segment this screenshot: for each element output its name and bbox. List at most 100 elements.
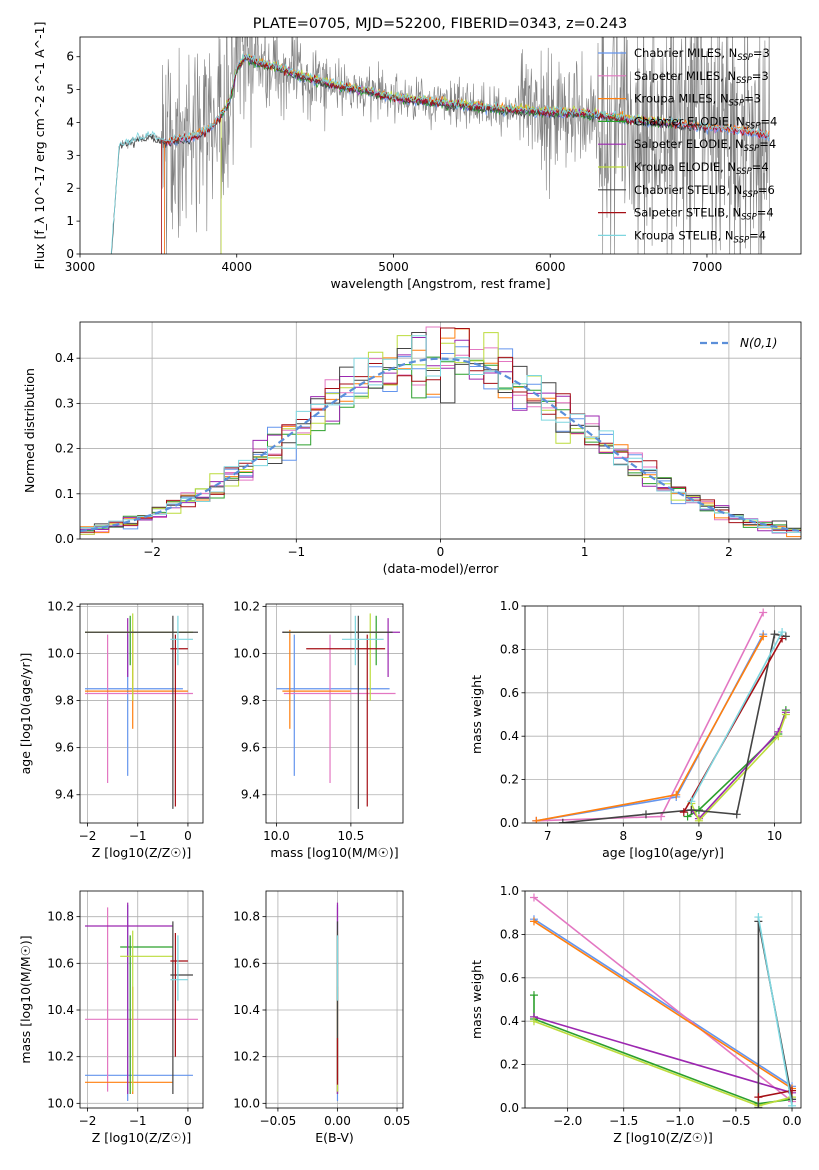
weight-marker <box>781 710 790 719</box>
weight-marker <box>529 893 538 902</box>
weight-marker <box>683 812 692 821</box>
legend-entry: Salpeter STELIB, NSSP=4 <box>634 206 774 223</box>
error-bar <box>120 935 173 1094</box>
x-tick-label: −1.5 <box>609 1114 638 1128</box>
x-tick-label: 6000 <box>535 260 566 274</box>
weight-line <box>533 896 793 1103</box>
x-tick-label: 7 <box>544 829 552 843</box>
weight-marker <box>529 991 538 1000</box>
y-tick-label: 10.2 <box>233 1050 260 1064</box>
y-axis-label: Normed distribution <box>22 368 37 493</box>
y-tick-label: 3 <box>66 148 74 162</box>
x-tick-label: −2 <box>79 829 97 843</box>
legend-entry: N(0,1) <box>740 336 777 350</box>
error-bar <box>170 921 193 1094</box>
panel-weight_vs_Z: −2.0 −1.5 −1.0 −0.5 0.0 0.0 0.2 0.4 0.6 0.8 1.0 Z [… <box>469 884 802 1145</box>
weight-marker <box>687 805 696 814</box>
y-tick-label: 10.4 <box>233 1003 260 1017</box>
plot-area <box>276 613 401 809</box>
legend-entry: Kroupa ELODIE, NSSP=4 <box>634 160 769 177</box>
x-tick-label: 7000 <box>692 260 723 274</box>
weight-marker <box>657 812 666 821</box>
error-bar <box>85 615 193 666</box>
plot-area <box>529 893 797 1108</box>
error-bar <box>283 634 396 783</box>
error-bar <box>85 905 193 1101</box>
axes-frame <box>265 603 404 824</box>
legend-entry: Kroupa MILES, NSSP=3 <box>634 92 761 109</box>
weight-line <box>536 633 764 822</box>
weight-marker <box>754 913 763 922</box>
legend-entry: Chabrier MILES, NSSP=3 <box>634 46 770 63</box>
axes-frame <box>524 890 802 1109</box>
weight-marker <box>529 1017 538 1026</box>
weight-marker <box>759 632 768 641</box>
error-bar <box>276 634 390 776</box>
weight-line <box>533 1016 793 1094</box>
legend-entry: Salpeter ELODIE, NSSP=4 <box>634 137 776 154</box>
axes-frame <box>265 890 404 1109</box>
y-tick-label: 10.2 <box>47 599 74 613</box>
error-bar <box>85 613 193 701</box>
x-tick-label: −1 <box>129 829 147 843</box>
y-tick-label: 9.4 <box>241 788 260 802</box>
weight-marker <box>770 630 779 639</box>
y-tick-label: 10.0 <box>47 646 74 660</box>
x-tick-label: −1 <box>287 545 305 559</box>
panel-mass_vs_ebv: −0.05 0.00 0.05 10.0 10.2 10.4 10.6 10.8 E(B-V) <box>233 890 410 1145</box>
y-tick-label: 6 <box>66 50 74 64</box>
weight-marker <box>732 810 741 819</box>
weight-marker <box>672 790 681 799</box>
axes-frame <box>79 890 204 1109</box>
y-tick-label: 0.2 <box>55 442 74 456</box>
y-tick-label: 0.0 <box>500 816 519 830</box>
axes-frame <box>79 36 802 255</box>
legend-entry: Salpeter MILES, NSSP=3 <box>634 69 769 86</box>
x-tick-label: −1 <box>129 1114 147 1128</box>
y-tick-label: 0.8 <box>500 642 519 656</box>
weight-marker <box>687 797 696 806</box>
x-tick-label: 1 <box>581 545 589 559</box>
error-bar <box>85 634 183 776</box>
y-tick-label: 1.0 <box>500 599 519 613</box>
error-bar <box>85 907 198 1092</box>
y-tick-label: 0.4 <box>55 351 74 365</box>
x-tick-label: 0.00 <box>324 1114 351 1128</box>
axes-frame <box>79 603 204 824</box>
y-tick-label: 0.0 <box>500 1101 519 1115</box>
x-tick-label: −2.0 <box>553 1114 582 1128</box>
error-bar <box>120 930 173 1092</box>
error-bar <box>170 615 193 666</box>
y-tick-label: 0.2 <box>500 773 519 787</box>
x-tick-label: −2 <box>143 545 161 559</box>
weight-marker <box>529 917 538 926</box>
y-tick-label: 0.4 <box>500 729 519 743</box>
error-bar <box>306 634 386 807</box>
panel-mass_vs_Z: −2 −1 0 10.0 10.2 10.4 10.6 10.8 Z [log10(Z/Z☉)]… <box>18 890 204 1145</box>
error-bar <box>85 615 198 809</box>
weight-marker <box>778 628 787 637</box>
plot-area <box>80 326 801 538</box>
x-axis-label: wavelength [Angstrom, rest frame] <box>330 276 550 291</box>
weight-line <box>533 995 793 1105</box>
plot-area <box>85 613 198 809</box>
residual-histogram <box>80 335 801 533</box>
y-tick-label: 10.8 <box>233 910 260 924</box>
weight-marker <box>788 1101 797 1108</box>
weight-marker <box>759 608 768 617</box>
error-bar <box>282 618 401 677</box>
weight-marker <box>781 632 790 641</box>
y-tick-label: 0.2 <box>500 1058 519 1072</box>
y-tick-label: 10.2 <box>233 599 260 613</box>
weight-line <box>687 709 787 818</box>
y-tick-label: 0.3 <box>55 396 74 410</box>
error-bar <box>85 986 173 1094</box>
weight-marker <box>679 808 688 817</box>
x-axis-label: mass [log10(M/M☉)] <box>270 845 398 860</box>
y-tick-label: 10.4 <box>47 1003 74 1017</box>
plot-area <box>110 37 771 254</box>
weight-marker <box>532 816 541 823</box>
error-bar <box>170 935 188 1001</box>
y-tick-label: 0.1 <box>55 487 74 501</box>
